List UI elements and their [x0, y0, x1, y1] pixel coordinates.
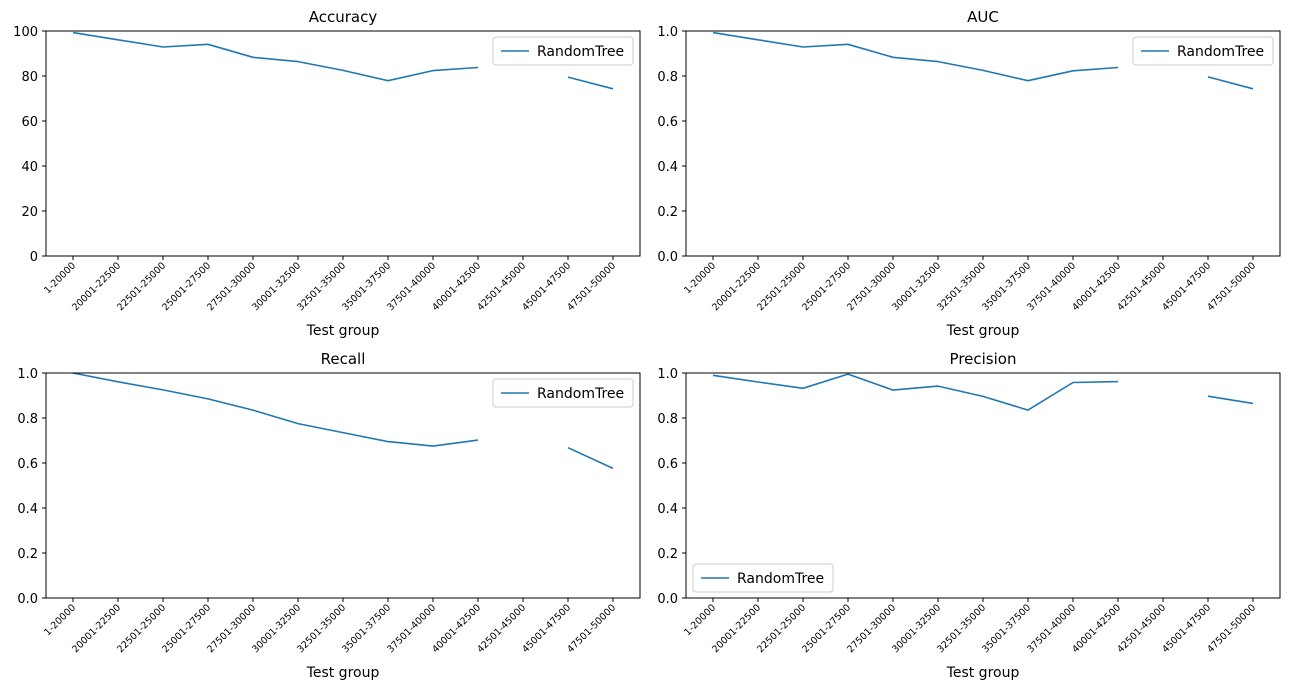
series-line-randomtree-segment-2: [567, 446, 614, 470]
subplot-title: Precision: [950, 350, 1017, 368]
legend: RandomTree: [1132, 36, 1274, 66]
y-tick-label: 0.8: [17, 412, 38, 427]
x-axis-label: Test group: [306, 323, 380, 339]
x-tick-label: 1-20000: [42, 260, 78, 296]
y-tick-label: 1.0: [17, 367, 38, 382]
subplot-accuracy: Accuracy0204060801001-2000020001-2250022…: [13, 8, 641, 339]
legend: RandomTree: [692, 563, 834, 593]
y-tick-label: 0.4: [657, 502, 678, 517]
x-axis-label: Test group: [306, 665, 380, 681]
y-tick-label: 0.6: [17, 457, 38, 472]
y-tick-label: 0.6: [657, 115, 678, 130]
y-tick-label: 60: [21, 115, 38, 130]
y-tick-label: 0.4: [17, 502, 38, 517]
y-tick-label: 1.0: [657, 367, 678, 382]
x-tick-label: 47501-50000: [1205, 602, 1258, 655]
y-tick-label: 1.0: [657, 25, 678, 40]
y-tick-label: 40: [21, 160, 38, 175]
y-tick-label: 20: [21, 205, 38, 220]
y-tick-label: 80: [21, 70, 38, 85]
y-tick-label: 0: [30, 250, 38, 265]
y-tick-label: 0.2: [17, 547, 38, 562]
x-tick-label: 47501-50000: [1205, 260, 1258, 313]
legend-box: [692, 563, 834, 593]
legend-label: RandomTree: [537, 44, 624, 60]
legend-box: [492, 378, 634, 408]
y-tick-label: 100: [13, 25, 38, 40]
x-axis-label: Test group: [946, 665, 1020, 681]
y-tick-label: 0.0: [657, 592, 678, 607]
subplot-title: Accuracy: [309, 8, 378, 26]
series-line-randomtree-segment-2: [567, 76, 614, 90]
y-tick-label: 0.2: [657, 205, 678, 220]
y-tick-label: 0.2: [657, 547, 678, 562]
y-tick-label: 0.0: [17, 592, 38, 607]
legend-label: RandomTree: [537, 386, 624, 402]
subplot-auc: AUC0.00.20.40.60.81.01-2000020001-225002…: [657, 8, 1281, 339]
series-line-randomtree-segment-2: [1207, 395, 1254, 405]
y-tick-label: 0.8: [657, 70, 678, 85]
x-axis-label: Test group: [946, 323, 1020, 339]
x-tick-label: 1-20000: [42, 602, 78, 638]
legend-box: [492, 36, 634, 66]
subplot-precision: Precision0.00.20.40.60.81.01-2000020001-…: [657, 350, 1281, 681]
x-tick-label: 1-20000: [682, 602, 718, 638]
series-line-randomtree-segment-1: [72, 31, 479, 82]
legend: RandomTree: [492, 36, 634, 66]
y-tick-label: 0.0: [657, 250, 678, 265]
x-tick-label: 1-20000: [682, 260, 718, 296]
legend-label: RandomTree: [737, 571, 824, 587]
subplot-recall: Recall0.00.20.40.60.81.01-2000020001-225…: [17, 350, 641, 681]
legend: RandomTree: [492, 378, 634, 408]
legend-box: [1132, 36, 1274, 66]
subplot-title: Recall: [321, 350, 366, 368]
series-line-randomtree-segment-1: [712, 373, 1119, 411]
subplot-title: AUC: [967, 8, 999, 26]
legend-label: RandomTree: [1177, 44, 1264, 60]
y-tick-label: 0.6: [657, 457, 678, 472]
series-line-randomtree-segment-1: [72, 372, 479, 447]
series-line-randomtree-segment-1: [712, 31, 1119, 82]
series-line-randomtree-segment-2: [1207, 76, 1254, 90]
x-tick-label: 47501-50000: [565, 602, 618, 655]
y-tick-label: 0.8: [657, 412, 678, 427]
y-tick-label: 0.4: [657, 160, 678, 175]
x-tick-label: 47501-50000: [565, 260, 618, 313]
